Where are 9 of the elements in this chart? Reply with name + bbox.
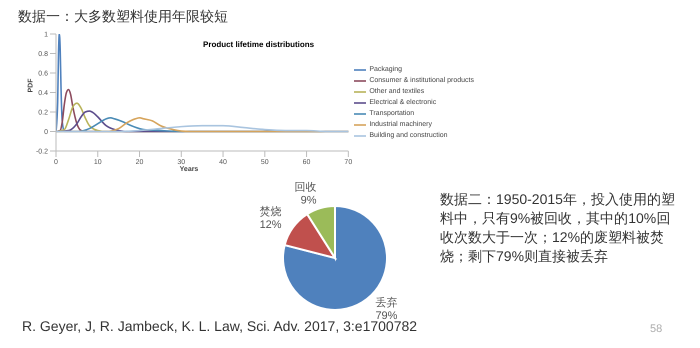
data-label: 12% (260, 219, 282, 232)
data-label: 9% (300, 194, 317, 207)
slice-label: 回收 (294, 182, 317, 194)
slice-label: 丢弃 (375, 296, 398, 310)
text: 数据一：大多数塑料使用年限较短 (18, 8, 228, 24)
text: Product lifetime distributions (203, 40, 314, 49)
text: 58 (650, 323, 662, 335)
text: 数据二：1950-2015年，投入使用的塑料中，只有9%被回收，其中的10%回收次数大于一次；12%的废塑料被焚烧；剩下79%则直接被丢弃 (440, 190, 676, 266)
slice-label: 焚烧 (260, 205, 282, 218)
